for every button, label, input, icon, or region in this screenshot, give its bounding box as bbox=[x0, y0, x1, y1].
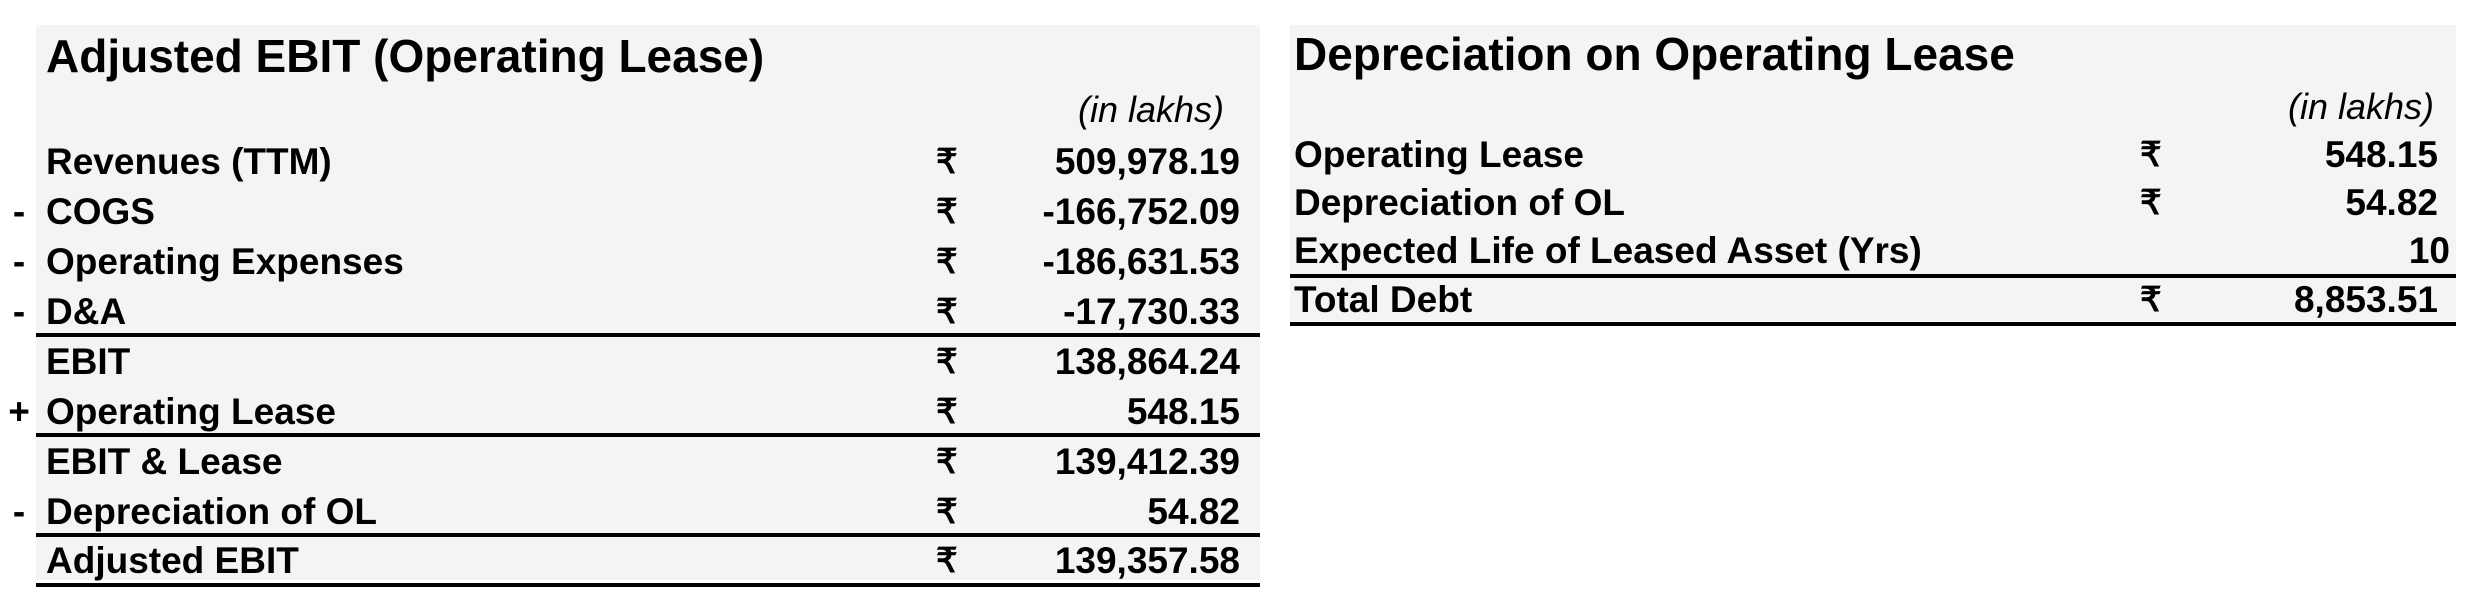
table-row-cogs: - COGS ₹ -166,752.09 bbox=[13, 187, 1260, 237]
row-label: EBIT & Lease bbox=[46, 441, 283, 482]
row-value: 54.82 bbox=[1147, 491, 1240, 532]
depreciation-title: Depreciation on Operating Lease bbox=[1294, 28, 2015, 80]
row-value: -17,730.33 bbox=[1063, 291, 1240, 332]
rupee-icon: ₹ bbox=[936, 343, 958, 381]
rupee-icon: ₹ bbox=[936, 293, 958, 331]
depreciation-table: Depreciation on Operating Lease (in lakh… bbox=[1290, 25, 2456, 326]
row-value: 54.82 bbox=[2345, 182, 2438, 223]
table-row-ebit-lease: EBIT & Lease ₹ 139,412.39 bbox=[36, 437, 1260, 487]
rupee-icon: ₹ bbox=[2140, 281, 2162, 319]
row-value: 8,853.51 bbox=[2293, 279, 2438, 320]
row-label: Adjusted EBIT bbox=[46, 540, 299, 581]
subtotal-rule bbox=[36, 333, 1260, 337]
row-value: 509,978.19 bbox=[1054, 141, 1240, 182]
row-label: Expected Life of Leased Asset (Yrs) bbox=[1294, 230, 1922, 271]
row-value: 548.15 bbox=[2324, 134, 2438, 175]
row-value: 139,412.39 bbox=[1054, 441, 1240, 482]
adjusted-ebit-table: Adjusted EBIT (Operating Lease) (in lakh… bbox=[8, 25, 1260, 587]
table-row-depreciation-ol: - Depreciation of OL ₹ 54.82 bbox=[13, 487, 1260, 537]
row-label: D&A bbox=[46, 291, 127, 332]
table-row-da: - D&A ₹ -17,730.33 bbox=[13, 287, 1260, 337]
rupee-icon: ₹ bbox=[936, 193, 958, 231]
operator-sign: - bbox=[12, 491, 26, 532]
operator-sign: - bbox=[12, 191, 26, 232]
row-label: Operating Lease bbox=[46, 391, 336, 432]
row-label: Revenues (TTM) bbox=[46, 141, 332, 182]
row-value: 10 bbox=[2408, 230, 2450, 271]
rupee-icon: ₹ bbox=[936, 493, 958, 531]
subtotal-rule bbox=[1290, 274, 2456, 278]
row-label: Depreciation of OL bbox=[46, 491, 377, 532]
total-rule bbox=[36, 583, 1260, 587]
row-value: -166,752.09 bbox=[1042, 191, 1240, 232]
rupee-icon: ₹ bbox=[936, 542, 958, 580]
total-rule bbox=[1290, 322, 2456, 326]
rupee-icon: ₹ bbox=[2140, 184, 2162, 222]
rupee-icon: ₹ bbox=[2140, 136, 2162, 174]
depreciation-unit: (in lakhs) bbox=[2287, 86, 2434, 127]
table-row-total-debt: Total Debt ₹ 8,853.51 bbox=[1290, 275, 2456, 325]
table-row-ebit: EBIT ₹ 138,864.24 bbox=[36, 337, 1260, 387]
operator-sign: + bbox=[8, 391, 30, 432]
table-row-operating-lease: Operating Lease ₹ 548.15 bbox=[1290, 130, 2456, 180]
table-row-expected-life: Expected Life of Leased Asset (Yrs) 10 bbox=[1290, 226, 2456, 276]
row-value: 138,864.24 bbox=[1054, 341, 1240, 382]
table-row-revenues: Revenues (TTM) ₹ 509,978.19 bbox=[36, 137, 1260, 187]
rupee-icon: ₹ bbox=[936, 143, 958, 181]
row-label: Total Debt bbox=[1294, 279, 1473, 320]
row-label: Depreciation of OL bbox=[1294, 182, 1625, 223]
table-row-adjusted-ebit: Adjusted EBIT ₹ 139,357.58 bbox=[36, 536, 1260, 586]
row-label: Operating Lease bbox=[1294, 134, 1584, 175]
rupee-icon: ₹ bbox=[936, 443, 958, 481]
adjusted-ebit-unit: (in lakhs) bbox=[1077, 89, 1224, 130]
row-label: EBIT bbox=[46, 341, 131, 382]
subtotal-rule bbox=[36, 433, 1260, 437]
row-value: -186,631.53 bbox=[1042, 241, 1240, 282]
subtotal-rule bbox=[36, 533, 1260, 537]
operator-sign: - bbox=[12, 241, 26, 282]
rupee-icon: ₹ bbox=[936, 243, 958, 281]
row-label: COGS bbox=[46, 191, 155, 232]
rupee-icon: ₹ bbox=[936, 393, 958, 431]
table-row-operating-expenses: - Operating Expenses ₹ -186,631.53 bbox=[13, 237, 1260, 287]
row-label: Operating Expenses bbox=[46, 241, 404, 282]
table-row-depreciation-ol: Depreciation of OL ₹ 54.82 bbox=[1290, 178, 2456, 228]
row-value: 139,357.58 bbox=[1054, 540, 1240, 581]
operator-sign: - bbox=[12, 291, 26, 332]
table-row-operating-lease: + Operating Lease ₹ 548.15 bbox=[8, 387, 1260, 437]
row-value: 548.15 bbox=[1126, 391, 1240, 432]
adjusted-ebit-title: Adjusted EBIT (Operating Lease) bbox=[46, 30, 765, 82]
